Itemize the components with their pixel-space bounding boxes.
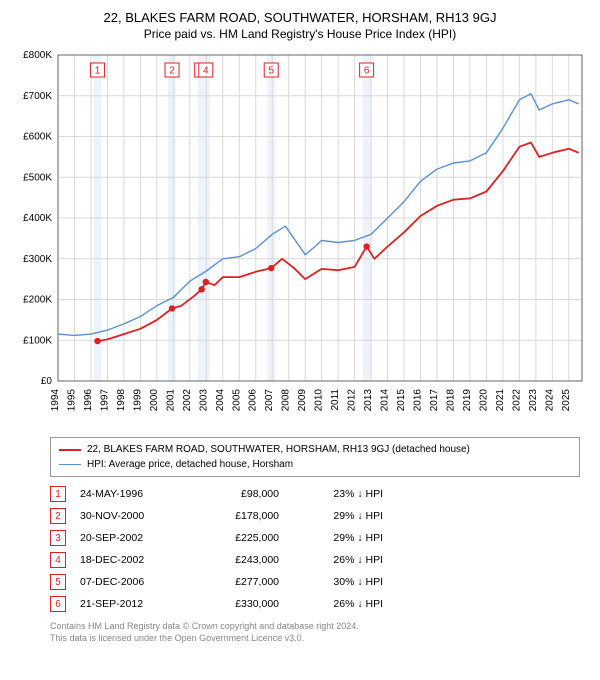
svg-text:2003: 2003	[198, 389, 209, 412]
svg-text:1995: 1995	[66, 389, 77, 412]
event-row: 4 18-DEC-2002 £243,000 26% ↓ HPI	[50, 549, 580, 571]
event-price: £98,000	[199, 488, 279, 500]
legend-item: 22, BLAKES FARM ROAD, SOUTHWATER, HORSHA…	[59, 442, 571, 457]
svg-text:£800K: £800K	[23, 50, 52, 61]
event-marker: 1	[50, 486, 66, 502]
svg-text:2005: 2005	[231, 389, 242, 412]
svg-text:2001: 2001	[165, 389, 176, 412]
svg-text:2019: 2019	[462, 389, 473, 412]
svg-text:1994: 1994	[50, 389, 61, 412]
legend-swatch	[59, 449, 81, 451]
event-diff: 30% ↓ HPI	[293, 576, 383, 588]
event-date: 30-NOV-2000	[80, 510, 185, 522]
svg-text:6: 6	[364, 66, 370, 77]
svg-text:1996: 1996	[83, 389, 94, 412]
svg-text:£0: £0	[41, 376, 53, 387]
svg-text:2023: 2023	[528, 389, 539, 412]
svg-text:2000: 2000	[149, 389, 160, 412]
legend-label: HPI: Average price, detached house, Hors…	[87, 457, 293, 472]
svg-text:2017: 2017	[429, 389, 440, 412]
svg-text:1999: 1999	[132, 389, 143, 412]
svg-text:2: 2	[169, 66, 175, 77]
svg-text:£300K: £300K	[23, 254, 52, 265]
event-marker: 4	[50, 552, 66, 568]
event-date: 20-SEP-2002	[80, 532, 185, 544]
legend-label: 22, BLAKES FARM ROAD, SOUTHWATER, HORSHA…	[87, 442, 470, 457]
svg-text:£400K: £400K	[23, 213, 52, 224]
event-row: 2 30-NOV-2000 £178,000 29% ↓ HPI	[50, 505, 580, 527]
event-diff: 26% ↓ HPI	[293, 554, 383, 566]
event-marker: 2	[50, 508, 66, 524]
svg-text:1998: 1998	[116, 389, 127, 412]
page-subtitle: Price paid vs. HM Land Registry's House …	[10, 27, 590, 41]
svg-text:1: 1	[95, 66, 101, 77]
legend-item: HPI: Average price, detached house, Hors…	[59, 457, 571, 472]
svg-text:2009: 2009	[297, 389, 308, 412]
svg-text:2016: 2016	[413, 389, 424, 412]
event-date: 07-DEC-2006	[80, 576, 185, 588]
price-chart: £0 £100K £200K £300K £400K £500K £600K £700K £80…	[10, 49, 590, 429]
legend: 22, BLAKES FARM ROAD, SOUTHWATER, HORSHA…	[50, 437, 580, 477]
event-row: 6 21-SEP-2012 £330,000 26% ↓ HPI	[50, 593, 580, 615]
event-price: £178,000	[199, 510, 279, 522]
svg-text:5: 5	[268, 66, 274, 77]
svg-text:2008: 2008	[281, 389, 292, 412]
event-price: £330,000	[199, 598, 279, 610]
event-diff: 23% ↓ HPI	[293, 488, 383, 500]
svg-text:2021: 2021	[495, 389, 506, 412]
event-date: 18-DEC-2002	[80, 554, 185, 566]
svg-text:2022: 2022	[511, 389, 522, 412]
event-date: 24-MAY-1996	[80, 488, 185, 500]
svg-text:2011: 2011	[330, 389, 341, 411]
page-title: 22, BLAKES FARM ROAD, SOUTHWATER, HORSHA…	[10, 10, 590, 25]
svg-text:2020: 2020	[478, 389, 489, 412]
svg-text:£500K: £500K	[23, 172, 52, 183]
svg-text:2014: 2014	[380, 389, 391, 412]
event-marker: 3	[50, 530, 66, 546]
svg-text:2025: 2025	[561, 389, 572, 412]
svg-text:2015: 2015	[396, 389, 407, 412]
svg-text:£200K: £200K	[23, 295, 52, 306]
svg-text:2004: 2004	[215, 389, 226, 412]
svg-text:2010: 2010	[314, 389, 325, 412]
event-diff: 26% ↓ HPI	[293, 598, 383, 610]
svg-text:1997: 1997	[99, 389, 110, 412]
event-price: £243,000	[199, 554, 279, 566]
event-row: 3 20-SEP-2002 £225,000 29% ↓ HPI	[50, 527, 580, 549]
svg-text:2006: 2006	[248, 389, 259, 412]
footer-line: Contains HM Land Registry data © Crown c…	[50, 621, 580, 633]
attribution: Contains HM Land Registry data © Crown c…	[50, 621, 580, 644]
svg-text:£700K: £700K	[23, 91, 52, 102]
svg-text:2002: 2002	[182, 389, 193, 412]
svg-text:2024: 2024	[544, 389, 555, 412]
event-price: £277,000	[199, 576, 279, 588]
event-row: 5 07-DEC-2006 £277,000 30% ↓ HPI	[50, 571, 580, 593]
footer-line: This data is licensed under the Open Gov…	[50, 633, 580, 645]
svg-text:2007: 2007	[264, 389, 275, 412]
event-row: 1 24-MAY-1996 £98,000 23% ↓ HPI	[50, 483, 580, 505]
svg-text:4: 4	[203, 66, 209, 77]
event-price: £225,000	[199, 532, 279, 544]
event-list: 1 24-MAY-1996 £98,000 23% ↓ HPI 2 30-NOV-2000…	[50, 483, 580, 615]
svg-text:£600K: £600K	[23, 132, 52, 143]
event-diff: 29% ↓ HPI	[293, 510, 383, 522]
event-date: 21-SEP-2012	[80, 598, 185, 610]
legend-swatch	[59, 464, 81, 465]
svg-text:2012: 2012	[347, 389, 358, 412]
event-diff: 29% ↓ HPI	[293, 532, 383, 544]
event-marker: 5	[50, 574, 66, 590]
svg-text:£100K: £100K	[23, 335, 52, 346]
svg-text:2013: 2013	[363, 389, 374, 412]
svg-text:2018: 2018	[445, 389, 456, 412]
event-marker: 6	[50, 596, 66, 612]
